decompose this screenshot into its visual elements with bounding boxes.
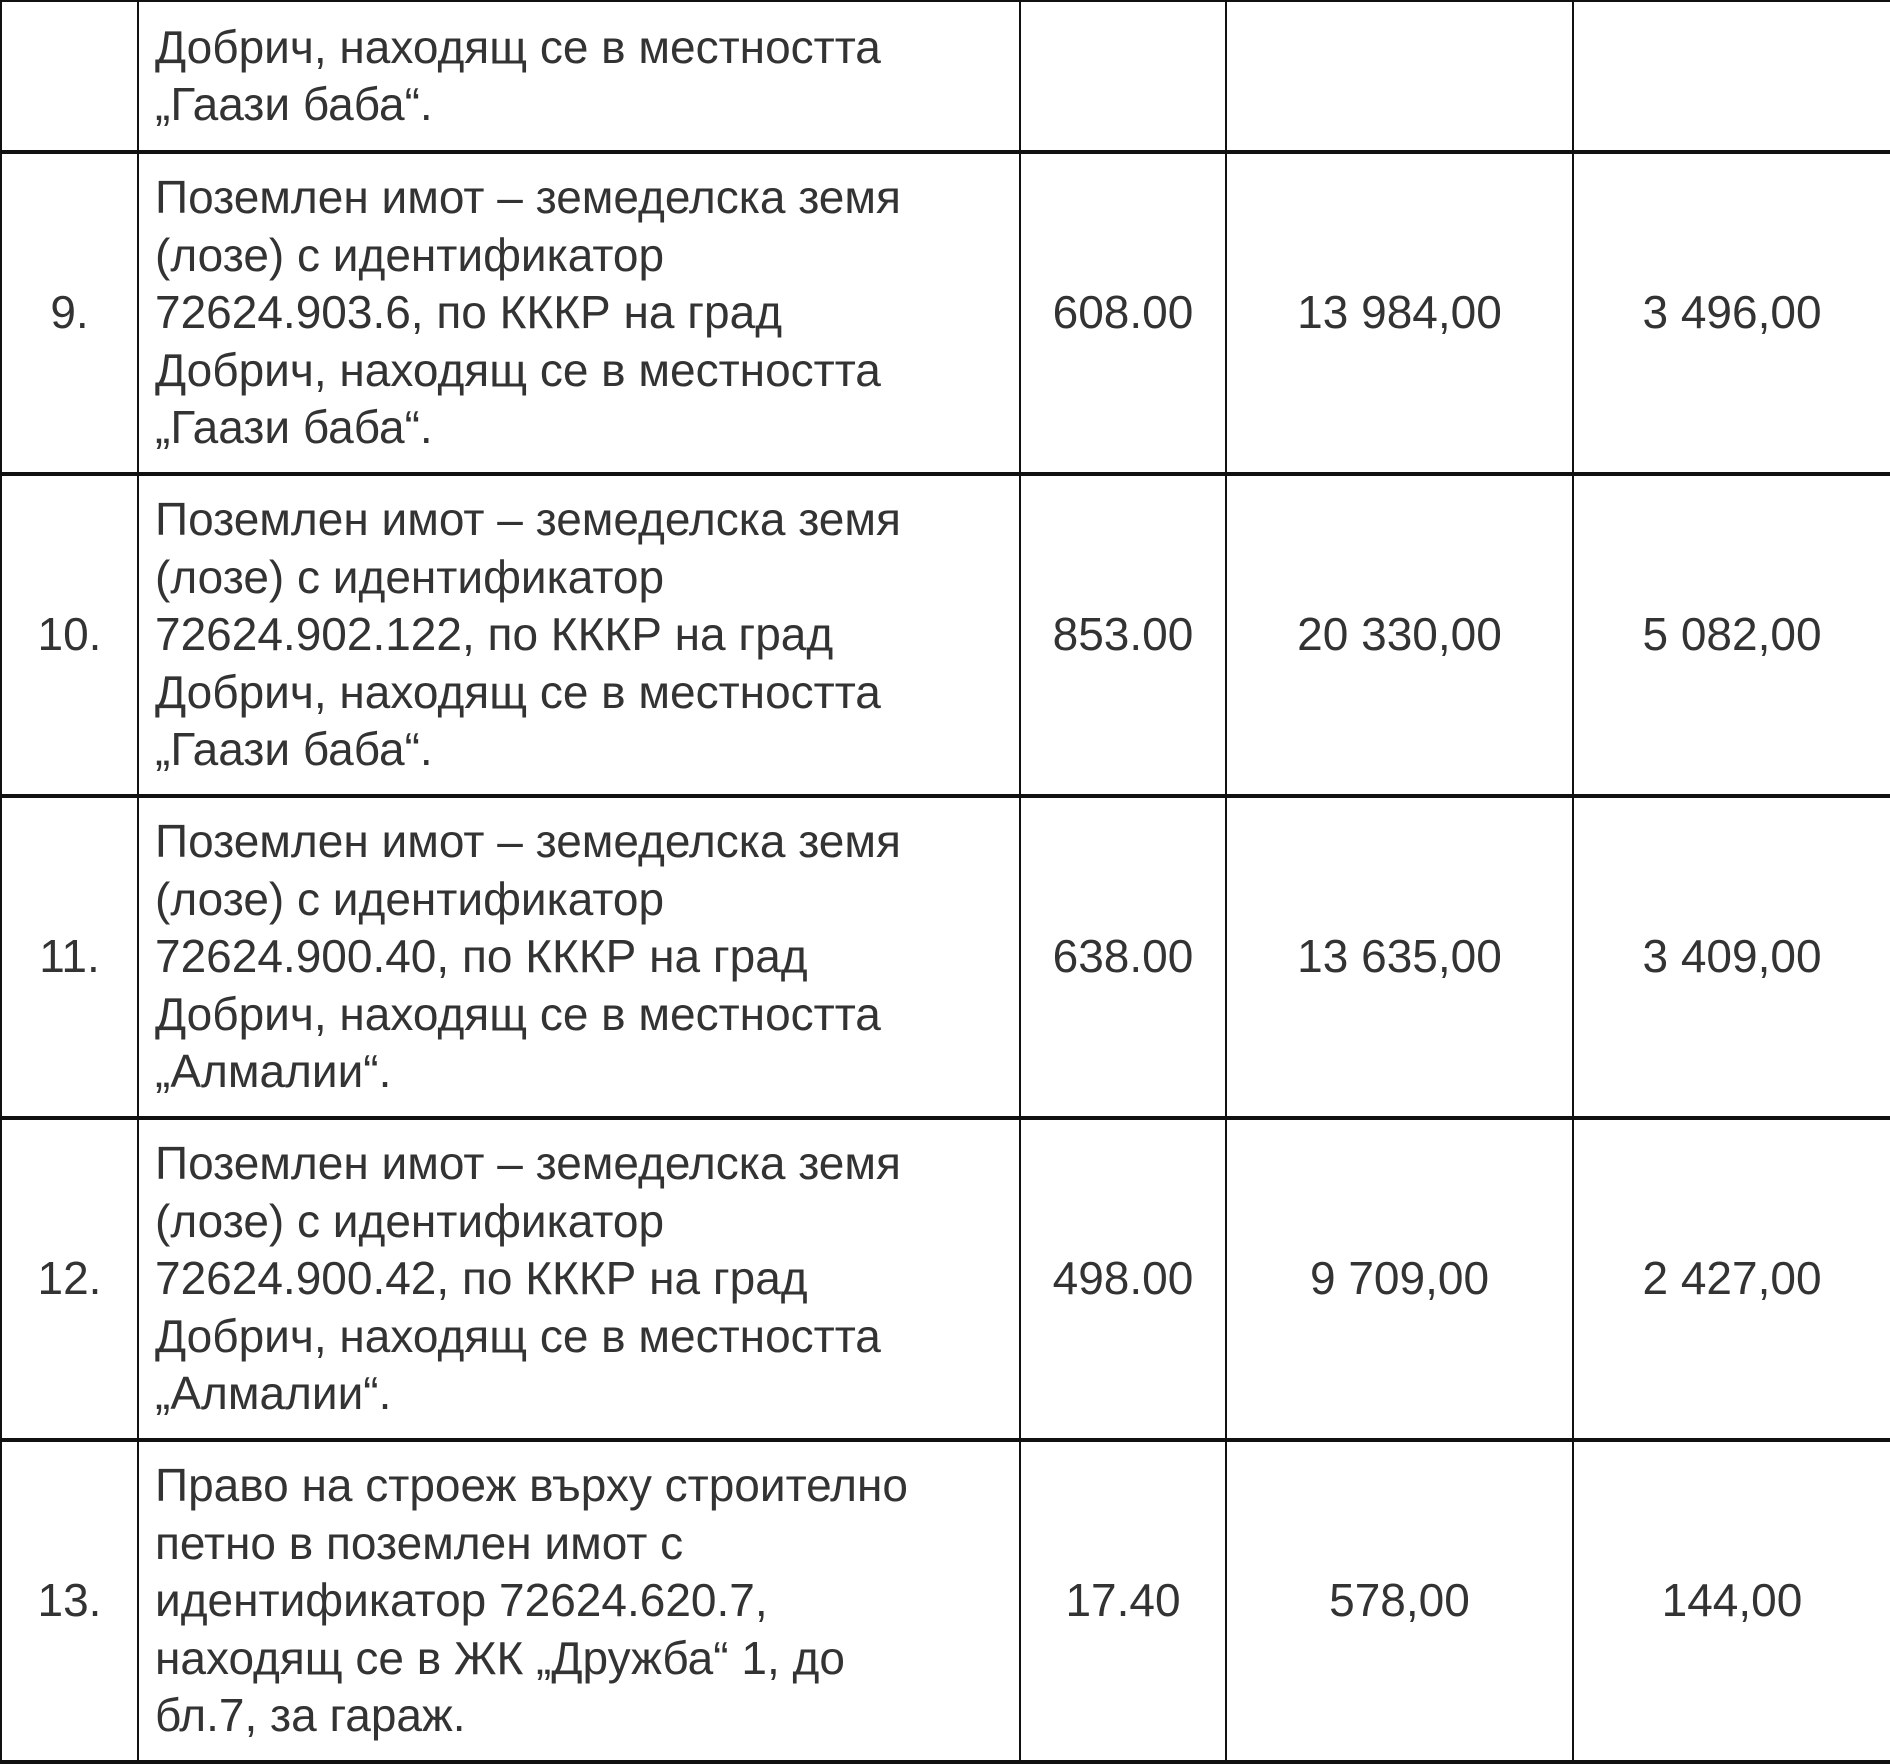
area-value: 853.00 <box>1019 472 1227 798</box>
table-row: 11. Поземлен имот – земеделска земя (лозе)… <box>0 794 1890 1120</box>
table-row: Добрич, находящ се в местността „Гаази ба… <box>0 0 1890 154</box>
row-number: 12. <box>0 1116 139 1442</box>
row-number <box>0 0 139 154</box>
market-value: 13 984,00 <box>1225 150 1574 476</box>
property-description: Поземлен имот – земеделска земя (лозе) с … <box>137 150 1021 476</box>
description-line: бл.7, за гараж. <box>155 1689 466 1742</box>
table-row: 10. Поземлен имот – земеделска земя (лозе)… <box>0 472 1890 798</box>
description-line: 72624.900.40, по КККР на град <box>155 930 808 983</box>
description-line: находящ се в ЖК „Дружба“ 1, до <box>155 1631 845 1684</box>
row-number: 13. <box>0 1438 139 1764</box>
description-line: „Гаази баба“. <box>155 723 433 776</box>
description-line: Добрич, находящ се в местността <box>155 20 881 73</box>
description-line: идентификатор 72624.620.7, <box>155 1574 768 1627</box>
description-line: (лозе) с идентификатор <box>155 872 665 925</box>
area-value: 498.00 <box>1019 1116 1227 1442</box>
row-number: 10. <box>0 472 139 798</box>
table-row: 13. Право на строеж върху строително петно… <box>0 1438 1890 1764</box>
market-value: 13 635,00 <box>1225 794 1574 1120</box>
property-description: Добрич, находящ се в местността „Гаази ба… <box>137 0 1021 154</box>
market-value: 9 709,00 <box>1225 1116 1574 1442</box>
price-value: 3 409,00 <box>1572 794 1890 1120</box>
description-line: Добрич, находящ се в местността <box>155 1309 881 1362</box>
description-line: „Гаази баба“. <box>155 78 433 130</box>
price-value <box>1572 0 1890 154</box>
price-value: 5 082,00 <box>1572 472 1890 798</box>
description-line: Добрич, находящ се в местността <box>155 343 881 396</box>
area-value: 608.00 <box>1019 150 1227 476</box>
property-description: Поземлен имот – земеделска земя (лозе) с … <box>137 794 1021 1120</box>
description-line: (лозе) с идентификатор <box>155 228 665 281</box>
description-line: Поземлен имот – земеделска земя <box>155 493 901 546</box>
description-line: Поземлен имот – земеделска земя <box>155 171 901 224</box>
price-value: 3 496,00 <box>1572 150 1890 476</box>
description-line: Право на строеж върху строително <box>155 1459 909 1512</box>
description-line: „Алмалии“. <box>155 1045 392 1098</box>
price-value: 144,00 <box>1572 1438 1890 1764</box>
description-line: 72624.902.122, по КККР на град <box>155 608 834 661</box>
description-line: 72624.900.42, по КККР на град <box>155 1252 808 1305</box>
property-description: Право на строеж върху строително петно в … <box>137 1438 1021 1764</box>
description-line: Добрич, находящ се в местността <box>155 665 881 718</box>
description-line: Поземлен имот – земеделска земя <box>155 815 901 868</box>
description-line: „Гаази баба“. <box>155 401 433 454</box>
price-value: 2 427,00 <box>1572 1116 1890 1442</box>
area-value: 638.00 <box>1019 794 1227 1120</box>
description-line: Поземлен имот – земеделска земя <box>155 1137 901 1190</box>
area-value: 17.40 <box>1019 1438 1227 1764</box>
table-row: 12. Поземлен имот – земеделска земя (лозе)… <box>0 1116 1890 1442</box>
row-number: 11. <box>0 794 139 1120</box>
description-line: (лозе) с идентификатор <box>155 550 665 603</box>
market-value <box>1225 0 1574 154</box>
market-value: 20 330,00 <box>1225 472 1574 798</box>
description-line: Добрич, находящ се в местността <box>155 987 881 1040</box>
property-description: Поземлен имот – земеделска земя (лозе) с … <box>137 1116 1021 1442</box>
property-description: Поземлен имот – земеделска земя (лозе) с … <box>137 472 1021 798</box>
description-line: петно в поземлен имот с <box>155 1516 684 1569</box>
description-line: 72624.903.6, по КККР на град <box>155 286 783 339</box>
description-line: „Алмалии“. <box>155 1367 392 1420</box>
description-line: (лозе) с идентификатор <box>155 1194 665 1247</box>
row-number: 9. <box>0 150 139 476</box>
market-value: 578,00 <box>1225 1438 1574 1764</box>
area-value <box>1019 0 1227 154</box>
table-row: 9. Поземлен имот – земеделска земя (лозе) … <box>0 150 1890 476</box>
